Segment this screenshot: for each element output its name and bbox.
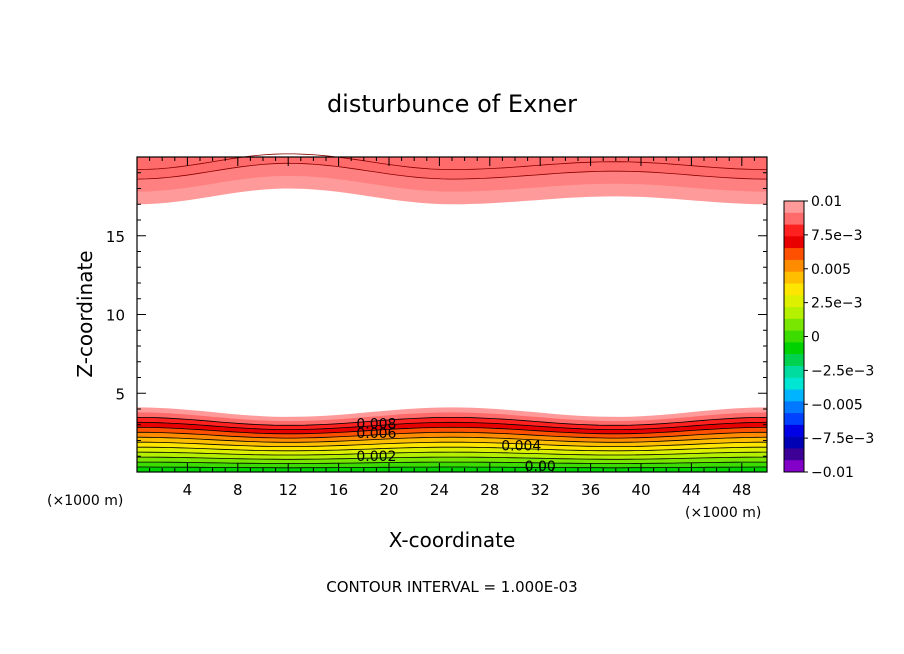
x-tick-label: 24 (430, 481, 449, 499)
top-contour-line (136, 162, 768, 180)
colorbar-swatch (784, 365, 804, 379)
bottom-contour-line (137, 466, 767, 469)
chart-title: disturbunce of Exner (327, 90, 577, 118)
contour-label: 0.004 (501, 439, 541, 455)
y-tick-label: 10 (106, 307, 125, 325)
colorbar-label: −7.5e−3 (811, 431, 874, 447)
x-tick-label: 44 (682, 481, 701, 499)
colorbar-swatch (784, 201, 804, 214)
colorbar-swatch (784, 342, 804, 355)
x-tick-label: 40 (631, 481, 650, 499)
colorbar-label: −0.01 (811, 465, 854, 481)
y-tick-label: 5 (115, 385, 125, 403)
colorbar-swatch (784, 259, 804, 272)
x-tick-label: 28 (480, 481, 499, 499)
colorbar-swatch (784, 424, 804, 437)
x-tick-label: 12 (279, 481, 298, 499)
colorbar-label: 0.005 (811, 262, 851, 278)
x-units-left: (×1000 m) (47, 493, 123, 509)
x-axis-label: X-coordinate (389, 528, 516, 552)
bottom-contour-line (136, 451, 768, 456)
colorbar-swatch (784, 224, 804, 237)
colorbar: 0.01 7.5e−3 0.005 2.5e−3 0 −2.5e−3 −0.005 −7.5e… (783, 194, 874, 481)
colorbar-label: −0.005 (811, 397, 863, 413)
bottom-contour-line (137, 431, 767, 439)
x-tick-label: 36 (581, 481, 600, 499)
colorbar-swatch (784, 236, 804, 249)
colorbar-swatch (784, 413, 804, 426)
colorbar-swatch (784, 448, 804, 461)
bottom-contour-line (136, 436, 768, 443)
x-tick-label: 16 (329, 481, 348, 499)
colorbar-swatch (784, 389, 804, 402)
colorbar-label: 7.5e−3 (811, 228, 863, 244)
colorbar-label: 0 (811, 330, 820, 346)
colorbar-swatch (784, 271, 804, 284)
colorbar-swatch (784, 318, 804, 331)
bottom-contour-line (137, 441, 767, 447)
bottom-contour-line (136, 417, 768, 426)
top-band-fill-2 (137, 157, 767, 180)
colorbar-label: 2.5e−3 (811, 296, 863, 312)
colorbar-swatch (784, 212, 804, 225)
colorbar-swatch (784, 295, 804, 308)
contour-label: 0.006 (356, 426, 396, 442)
y-tick-label: 15 (106, 228, 125, 246)
x-tick-label: 8 (233, 481, 243, 499)
x-units-right: (×1000 m) (685, 505, 761, 521)
colorbar-swatch (784, 460, 804, 473)
y-axis-label: Z-coordinate (73, 250, 97, 377)
contour-interval-note: CONTOUR INTERVAL = 1.000E-03 (326, 578, 577, 596)
colorbar-swatch (784, 436, 804, 449)
x-tick-label: 48 (732, 481, 751, 499)
colorbar-swatch (784, 307, 804, 320)
bottom-contour-line (137, 456, 767, 460)
colorbar-swatch (784, 401, 804, 414)
colorbar-swatch (784, 283, 804, 296)
bottom-contour-line (136, 421, 768, 430)
contour-label: 0.008 (356, 417, 396, 433)
colorbar-label: 0.01 (811, 194, 842, 210)
bottom-contour-line (137, 446, 767, 452)
bottom-contour-line (137, 461, 767, 464)
colorbar-label: −2.5e−3 (811, 363, 874, 379)
colorbar-swatch (784, 248, 804, 261)
contour-label: 0.002 (356, 449, 396, 465)
colorbar-swatch (784, 377, 804, 390)
x-tick-label: 4 (183, 481, 193, 499)
bottom-contour-line (136, 426, 768, 435)
x-tick-label: 32 (531, 481, 550, 499)
x-tick-label: 20 (379, 481, 398, 499)
colorbar-swatch (784, 330, 804, 343)
colorbar-swatch (784, 354, 804, 367)
